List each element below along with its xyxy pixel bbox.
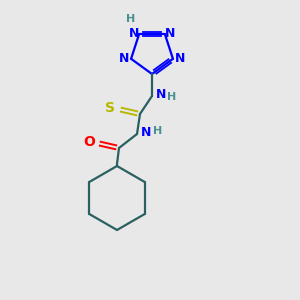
Text: S: S [105, 101, 115, 115]
Text: N: N [141, 127, 151, 140]
Text: H: H [167, 92, 177, 102]
Text: N: N [119, 52, 129, 65]
Text: H: H [153, 126, 163, 136]
Text: N: N [129, 27, 139, 40]
Text: N: N [175, 52, 185, 65]
Text: N: N [165, 27, 175, 40]
Text: O: O [83, 135, 95, 149]
Text: N: N [156, 88, 166, 101]
Text: H: H [126, 14, 136, 24]
